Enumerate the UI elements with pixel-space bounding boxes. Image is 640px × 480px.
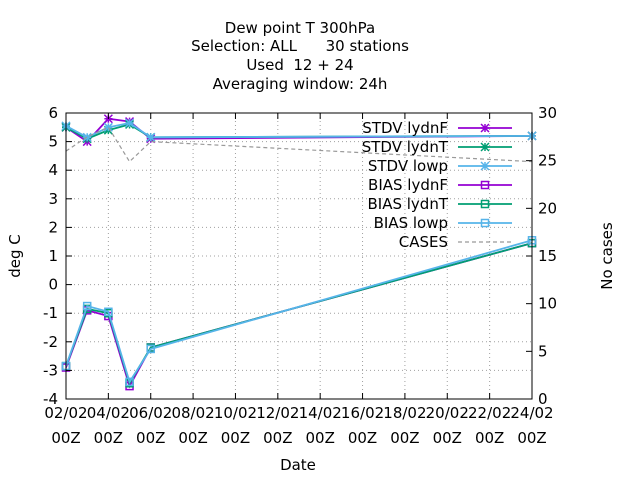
x-tick-label-hour: 00Z: [305, 429, 334, 447]
y2-axis-label: No cases: [598, 222, 616, 290]
legend-swatch-marker: [480, 161, 490, 171]
series-cases: [65, 126, 533, 163]
y-tick-label: 2: [48, 218, 58, 236]
plot-series: [61, 114, 537, 391]
x-tick-label-date: 24/02: [510, 404, 553, 422]
x-tick-label-date: 18/02: [383, 404, 426, 422]
legend-entry: BIAS lydnT: [367, 195, 512, 213]
series-line: [65, 242, 533, 389]
chart-title-line-1: Dew point T 300hPa: [225, 19, 375, 37]
data-point: [103, 122, 113, 132]
x-axis-label: Date: [280, 456, 316, 474]
x-tick-label-date: 04/02: [87, 404, 130, 422]
legend-swatch-marker: [480, 180, 490, 190]
y2-tick-label: 10: [538, 295, 557, 313]
chart-title-line-3: Used 12 + 24: [246, 56, 353, 74]
legend-label: BIAS lowp: [374, 214, 448, 232]
x-tick-label-hour: 00Z: [94, 429, 123, 447]
x-tick-label-date: 22/02: [468, 404, 511, 422]
legend-label: BIAS lydnT: [367, 195, 448, 213]
legend-entry: STDV lydnF: [362, 119, 512, 137]
legend-label: STDV lydnF: [362, 119, 448, 137]
y2-tick-label: 20: [538, 199, 557, 217]
x-tick-label-date: 12/02: [256, 404, 299, 422]
legend-label: STDV lydnT: [362, 138, 449, 156]
x-tick-label-hour: 00Z: [390, 429, 419, 447]
y-tick-label: -4: [43, 390, 58, 408]
data-point: [146, 132, 156, 142]
y2-tick-label: 25: [538, 152, 557, 170]
y2-tick-label: 5: [538, 342, 548, 360]
y-tick-label: -1: [43, 304, 58, 322]
x-tick-label-hour: 00Z: [433, 429, 462, 447]
legend-entry: BIAS lowp: [374, 214, 512, 232]
x-tick-label-date: 08/02: [171, 404, 214, 422]
data-point: [125, 118, 135, 128]
x-tick-label-hour: 00Z: [475, 429, 504, 447]
y-tick-label: 3: [48, 190, 58, 208]
x-tick-label-hour: 00Z: [263, 429, 292, 447]
y-tick-label: 4: [48, 161, 58, 179]
legend-entry: CASES: [399, 233, 512, 251]
y2-tick-label: 0: [538, 390, 548, 408]
y-tick-label: 6: [48, 104, 58, 122]
data-point: [146, 344, 155, 354]
y-axis-label: deg C: [6, 234, 24, 278]
data-point: [125, 377, 134, 387]
legend-label: CASES: [399, 233, 448, 251]
legend-swatch-marker: [480, 199, 490, 209]
axes: -4 -3 -2 -1 0 1 2 3 4 5 6 0 5 10 15 20 25 30 02/02 00Z 04/02…: [43, 104, 557, 447]
series-line: [65, 126, 533, 163]
legend-label: BIAS lydnF: [368, 176, 448, 194]
x-tick-label-hour: 00Z: [136, 429, 165, 447]
x-tick-label-date: 14/02: [299, 404, 342, 422]
series-stdv-lydnt: [61, 119, 537, 144]
grid-lines: [66, 113, 532, 399]
x-tick-label-hour: 00Z: [51, 429, 80, 447]
x-tick-label-date: 20/02: [426, 404, 469, 422]
y-tick-label: -3: [43, 361, 58, 379]
data-point: [82, 132, 92, 142]
x-tick-label-hour: 00Z: [348, 429, 377, 447]
y2-tick-label: 15: [538, 247, 557, 265]
x-tick-label-date: 10/02: [214, 404, 257, 422]
chart-title-line-4: Averaging window: 24h: [213, 75, 388, 93]
x-tick-label-date: 16/02: [341, 404, 384, 422]
y-tick-label: 1: [48, 247, 58, 265]
y-tick-label: 0: [48, 276, 58, 294]
legend-entry: BIAS lydnF: [368, 176, 512, 194]
legend-swatch-marker: [480, 142, 490, 152]
legend-swatch-marker: [480, 123, 490, 133]
y-tick-label: -2: [43, 333, 58, 351]
legend-entry: STDV lowp: [368, 157, 512, 175]
series-bias-lowp: [61, 236, 537, 387]
series-line: [65, 117, 533, 143]
data-point: [104, 307, 113, 317]
y2-tick-label: 30: [538, 104, 557, 122]
chart-title-line-2: Selection: ALL 30 stations: [191, 37, 409, 55]
x-tick-label-hour: 00Z: [517, 429, 546, 447]
x-tick-label-hour: 00Z: [221, 429, 250, 447]
data-point: [82, 301, 92, 311]
x-tick-label-hour: 00Z: [178, 429, 207, 447]
series-line: [65, 239, 533, 384]
x-tick-label-date: 06/02: [129, 404, 172, 422]
legend-entry: STDV lydnT: [362, 138, 512, 156]
y-tick-label: 5: [48, 133, 58, 151]
series-line: [65, 122, 533, 139]
legend-swatch-marker: [480, 218, 490, 228]
x-tick-label-date: 02/02: [44, 404, 87, 422]
legend-label: STDV lowp: [368, 157, 448, 175]
